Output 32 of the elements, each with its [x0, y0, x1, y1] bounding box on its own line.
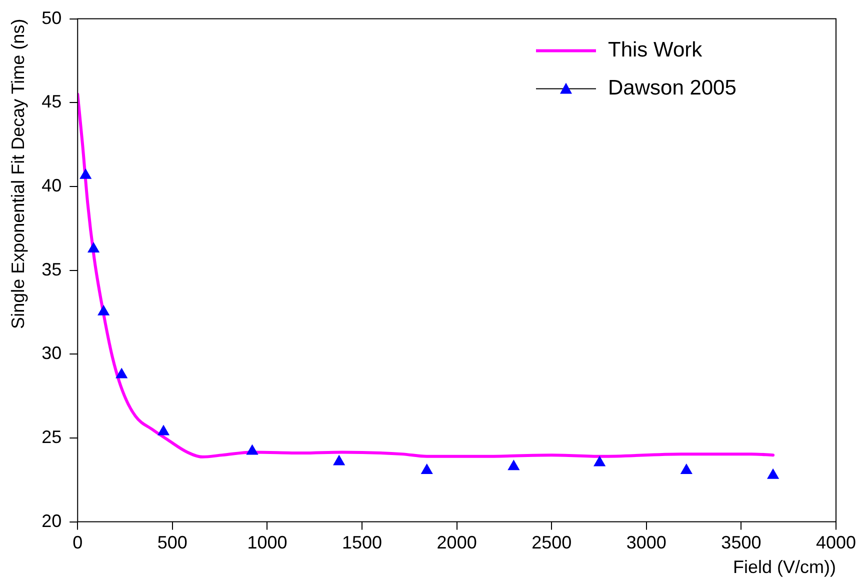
legend-label: Dawson 2005	[608, 76, 736, 100]
point	[333, 454, 346, 466]
point	[80, 168, 92, 179]
point	[246, 444, 258, 455]
point	[508, 460, 520, 470]
x-tick-label: 1500	[342, 532, 382, 553]
y-tick-label: 20	[42, 510, 62, 531]
y-tick-label: 50	[42, 8, 62, 28]
y-axis-title: Single Exponential Fit Decay Time (ns)	[8, 18, 28, 329]
point	[420, 463, 433, 474]
point	[680, 463, 692, 474]
point	[157, 424, 170, 436]
x-tick-label: 2500	[532, 532, 572, 553]
x-tick-label: 0	[72, 532, 83, 553]
x-axis-title: Field (V/cm))	[733, 557, 836, 578]
y-tick-label: 45	[42, 92, 62, 112]
x-tick-label: 4000	[816, 532, 856, 553]
point	[98, 304, 110, 316]
x-tick-label: 1000	[247, 532, 288, 553]
x-tick-label: 2000	[436, 532, 477, 553]
x-tick-label: 500	[157, 532, 188, 553]
point	[116, 368, 128, 378]
y-tick-label: 35	[42, 259, 62, 280]
legend-label: This Work	[608, 38, 703, 62]
point	[594, 456, 606, 466]
point	[766, 468, 780, 479]
x-tick-label: 3500	[721, 532, 762, 553]
y-tick-label: 30	[42, 343, 62, 364]
x-tick-label: 3000	[626, 532, 666, 553]
point	[87, 242, 100, 253]
y-tick-label: 25	[42, 426, 62, 447]
y-tick-label: 40	[42, 175, 62, 196]
